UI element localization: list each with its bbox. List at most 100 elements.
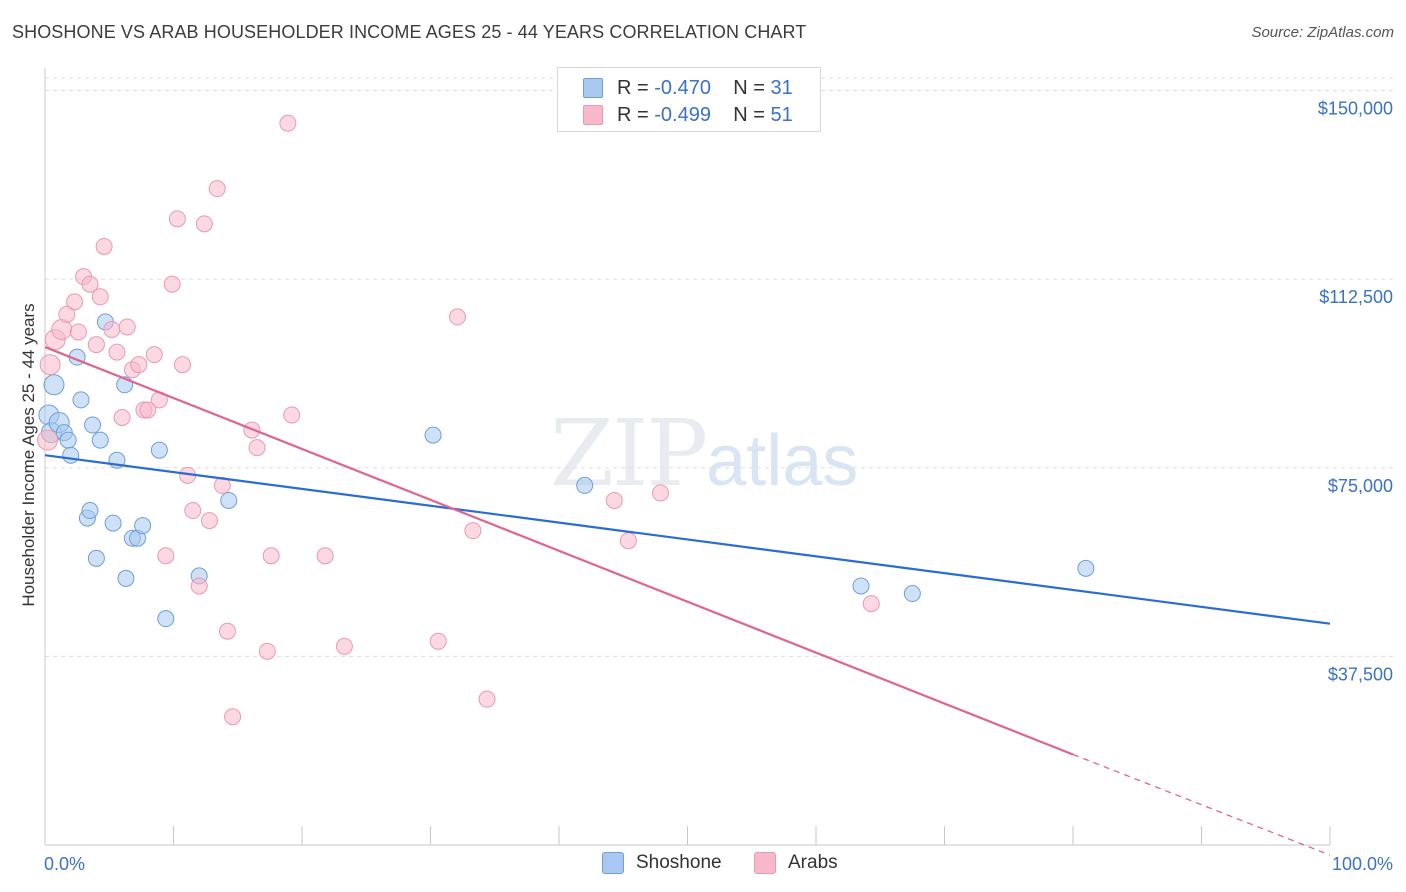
arabs-point bbox=[173, 356, 191, 374]
arabs-point bbox=[163, 275, 181, 293]
chart-title: SHOSHONE VS ARAB HOUSEHOLDER INCOME AGES… bbox=[12, 22, 807, 42]
legend-n-value: 31 bbox=[770, 76, 793, 99]
y-axis-label: Householder Income Ages 25 - 44 years bbox=[19, 303, 38, 606]
arabs-point bbox=[200, 512, 218, 530]
arabs-point bbox=[157, 547, 175, 565]
legend-r-value: -0.470 bbox=[654, 76, 711, 99]
shoshone-point bbox=[87, 549, 105, 567]
legend-r-value: -0.499 bbox=[654, 103, 711, 126]
arabs-point bbox=[335, 637, 353, 655]
shoshone-point bbox=[424, 426, 442, 444]
arabs-point bbox=[190, 577, 208, 595]
y-tick-label: $150,000 bbox=[1318, 99, 1393, 119]
arabs-point bbox=[58, 305, 76, 323]
watermark-atlas: atlas bbox=[706, 421, 859, 501]
legend-n-value: 51 bbox=[770, 103, 793, 126]
arabs-point bbox=[118, 318, 136, 336]
y-tick-label: $75,000 bbox=[1328, 476, 1393, 496]
legend-n-label: N = bbox=[733, 103, 765, 126]
arabs-point bbox=[464, 522, 482, 540]
y-tick-label: $37,500 bbox=[1328, 664, 1393, 684]
shoshone-point bbox=[576, 476, 594, 494]
legend-n-label: N = bbox=[733, 76, 765, 99]
arabs-point bbox=[218, 622, 236, 640]
shoshone-point bbox=[91, 431, 109, 449]
arabs-point bbox=[108, 343, 126, 361]
shoshone-point bbox=[134, 517, 152, 535]
arabs-point bbox=[81, 275, 99, 293]
watermark-zip: ZIP bbox=[550, 400, 708, 507]
arabs-point bbox=[605, 491, 623, 509]
shoshone-point bbox=[852, 577, 870, 595]
series-label-arabs: Arabs bbox=[788, 852, 838, 873]
arabs-point bbox=[279, 114, 297, 132]
series-swatch-shoshone bbox=[602, 852, 624, 874]
shoshone-point bbox=[150, 441, 168, 459]
correlation-legend: R = -0.470 N = 31 R = -0.499 N = 51 bbox=[557, 67, 821, 132]
arabs-point bbox=[448, 308, 466, 326]
y-tick-label: $112,500 bbox=[1319, 287, 1393, 307]
watermark: ZIPatlas bbox=[550, 400, 858, 507]
shoshone-point bbox=[81, 502, 99, 520]
shoshone-point bbox=[62, 446, 80, 464]
arabs-point bbox=[130, 356, 148, 374]
shoshone-point bbox=[84, 416, 102, 434]
series-legend-arabs: Arabs bbox=[754, 852, 838, 874]
series-label-shoshone: Shoshone bbox=[636, 852, 722, 873]
arabs-point bbox=[87, 336, 105, 354]
arabs-point bbox=[66, 293, 84, 311]
arabs-point bbox=[139, 401, 157, 419]
source-label: Source: ZipAtlas.com bbox=[1251, 24, 1394, 41]
legend-swatch-shoshone bbox=[583, 78, 603, 98]
shoshone-point bbox=[903, 585, 921, 603]
arabs-point bbox=[619, 532, 637, 550]
shoshone-point bbox=[1077, 559, 1095, 577]
arabs-point bbox=[168, 210, 186, 228]
arabs-point bbox=[69, 323, 87, 341]
series-legend: Shoshone Arabs bbox=[0, 852, 1406, 876]
arabs-point bbox=[258, 642, 276, 660]
legend-row-arabs: R = -0.499 N = 51 bbox=[583, 103, 793, 127]
x-tick-label-end: 100.0% bbox=[1332, 854, 1393, 874]
arabs-point bbox=[103, 320, 121, 338]
arabs-point bbox=[262, 547, 280, 565]
gridlines bbox=[45, 77, 1395, 657]
arabs-point bbox=[113, 408, 131, 426]
arabs-point bbox=[184, 502, 202, 520]
arabs-point bbox=[652, 484, 670, 502]
arabs-point bbox=[248, 439, 266, 457]
arabs-point bbox=[478, 690, 496, 708]
x-tick-label-start: 0.0% bbox=[44, 854, 85, 874]
arabs-point bbox=[208, 180, 226, 198]
legend-r-label: R = bbox=[617, 76, 649, 99]
shoshone-point bbox=[104, 514, 122, 532]
arabs-point bbox=[283, 406, 301, 424]
arabs-point bbox=[862, 595, 880, 613]
shoshone-point bbox=[220, 491, 238, 509]
series-legend-shoshone: Shoshone bbox=[602, 852, 722, 874]
legend-row-shoshone: R = -0.470 N = 31 bbox=[583, 76, 793, 100]
shoshone-trend-line bbox=[44, 454, 1331, 625]
axes bbox=[44, 68, 1331, 846]
series-swatch-arabs bbox=[754, 852, 776, 874]
shoshone-point bbox=[43, 374, 65, 396]
arabs-point bbox=[195, 215, 213, 233]
data-points bbox=[37, 114, 1095, 726]
arabs-point bbox=[316, 547, 334, 565]
arabs-point bbox=[145, 346, 163, 364]
legend-r-label: R = bbox=[617, 103, 649, 126]
trend-lines bbox=[44, 346, 1331, 856]
arabs-trend-extension bbox=[1072, 753, 1331, 856]
legend-swatch-arabs bbox=[583, 105, 603, 125]
shoshone-point bbox=[157, 610, 175, 628]
tick-labels: $37,500 $75,000 $112,500 $150,000 0.0% 100.0% bbox=[44, 99, 1393, 874]
arabs-point bbox=[91, 288, 109, 306]
arabs-point bbox=[429, 632, 447, 650]
arabs-trend-line bbox=[44, 346, 1074, 756]
arabs-point bbox=[37, 429, 59, 451]
arabs-point bbox=[95, 237, 113, 255]
shoshone-point bbox=[72, 391, 90, 409]
arabs-point bbox=[224, 708, 242, 726]
shoshone-point bbox=[59, 431, 77, 449]
